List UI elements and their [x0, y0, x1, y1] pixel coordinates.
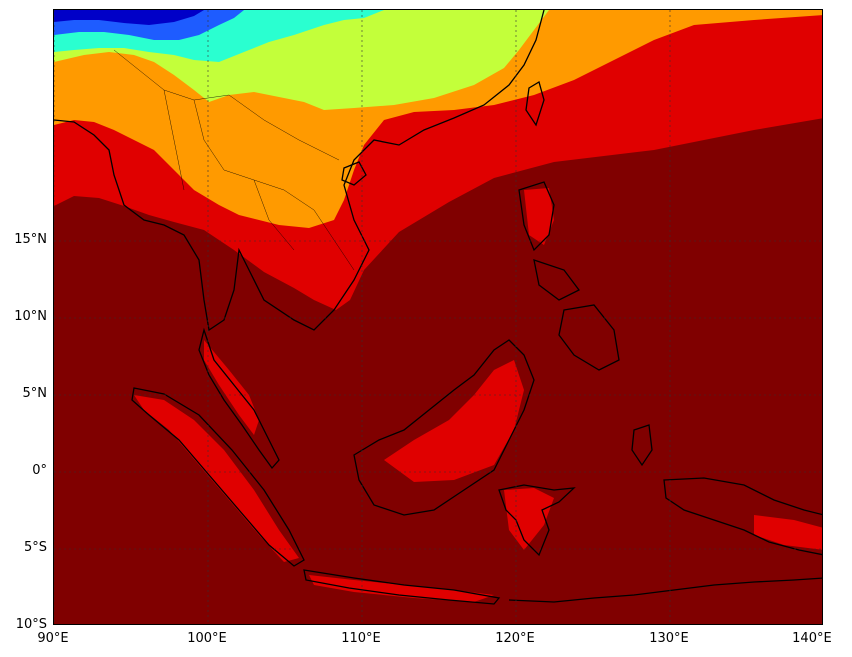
lat-tick-label: 10°S: [15, 617, 47, 632]
coastline-hainan: [341, 161, 367, 186]
contour-deep-blue-band: [54, 10, 204, 25]
lat-tick-label: 15°N: [14, 232, 47, 247]
coastline-sulawesi: [498, 484, 576, 557]
coastline-malay-peninsula: [198, 327, 280, 470]
coastline-java: [303, 569, 501, 605]
map-plot-area: [53, 9, 823, 625]
coastline-taiwan: [525, 81, 545, 127]
coastline-luzon: [518, 181, 555, 252]
coastline-new-guinea: [663, 477, 822, 556]
lon-tick-label: 90°E: [37, 631, 69, 646]
coastline-borneo: [353, 339, 535, 516]
coastline-halmahera: [631, 424, 653, 467]
lat-tick-label: 5°S: [23, 540, 47, 555]
lon-tick-label: 120°E: [495, 631, 535, 646]
coastline-visayas: [533, 259, 580, 301]
contour-red-borneo: [384, 360, 524, 482]
lon-tick-label: 110°E: [341, 631, 381, 646]
coastline-lesser-sunda: [508, 577, 822, 603]
coastlines: [54, 10, 822, 605]
lat-tick-label: 5°N: [22, 386, 48, 401]
lat-tick-label: 10°N: [14, 309, 47, 324]
contour-red-java: [309, 575, 494, 602]
border-lines: [113, 49, 355, 271]
lon-tick-label: 140°E: [792, 631, 832, 646]
coastline-mainland: [54, 10, 545, 332]
country-borders: [113, 49, 355, 271]
contour-red-newguinea: [754, 515, 822, 550]
contour-red-philippines: [524, 188, 554, 245]
filled-contour-map: [54, 10, 822, 624]
contour-red-sulawesi: [504, 488, 554, 550]
coastline-sumatra: [131, 387, 305, 567]
gridlines: [54, 10, 822, 624]
coastline-mindanao: [558, 304, 620, 371]
lat-tick-label: 0°: [32, 463, 47, 478]
lon-tick-label: 100°E: [187, 631, 227, 646]
lon-tick-label: 130°E: [649, 631, 689, 646]
